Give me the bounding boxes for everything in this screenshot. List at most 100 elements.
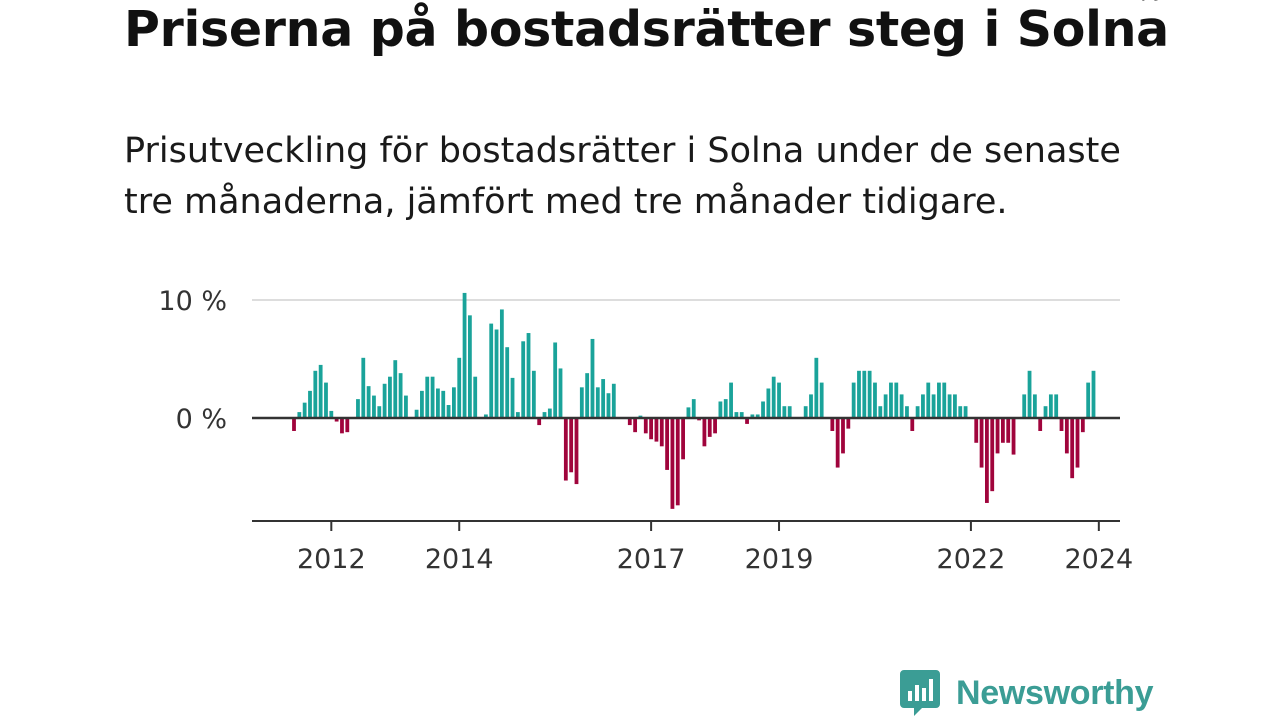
bar	[670, 418, 675, 509]
x-tick-label: 2024	[1064, 544, 1133, 575]
last-value-annotation: 4 %	[1111, 0, 1162, 7]
bar	[734, 412, 739, 418]
bar	[729, 382, 733, 418]
bar	[558, 368, 563, 418]
bar	[324, 382, 328, 418]
bar	[681, 418, 685, 460]
bar	[750, 414, 755, 418]
bar	[308, 390, 312, 418]
bar	[563, 418, 568, 481]
bar	[1075, 418, 1080, 468]
bar	[643, 418, 648, 434]
bar	[851, 382, 856, 418]
bar	[1006, 418, 1011, 443]
bar	[1054, 394, 1059, 418]
bar	[1043, 406, 1048, 418]
bar	[436, 388, 440, 418]
bar	[361, 357, 366, 418]
bar	[393, 360, 398, 418]
bar	[372, 395, 376, 418]
x-tick-label: 2017	[617, 544, 686, 575]
bar	[1000, 418, 1005, 443]
bar	[595, 387, 600, 418]
bar	[766, 388, 771, 418]
bar	[627, 418, 632, 426]
bar	[835, 418, 840, 468]
bar	[713, 418, 717, 434]
bar	[398, 373, 403, 418]
bar	[334, 418, 339, 422]
bar	[1048, 394, 1053, 418]
bar	[404, 395, 408, 418]
bar	[1059, 418, 1064, 431]
bar	[569, 418, 574, 473]
bar	[974, 418, 979, 443]
bar	[601, 379, 606, 418]
bar	[633, 418, 638, 433]
bar	[990, 418, 995, 492]
bar	[590, 338, 595, 418]
bar	[425, 376, 430, 418]
bar	[809, 394, 813, 418]
x-tick-label: 2022	[937, 544, 1006, 575]
bar	[910, 418, 915, 431]
bar	[467, 315, 472, 418]
bar	[953, 394, 957, 418]
chart-title: Priserna på bostadsrätter steg i Solna	[124, 1, 1169, 58]
bar	[318, 364, 323, 418]
bar	[985, 418, 989, 503]
bar	[702, 418, 707, 447]
bar	[979, 418, 984, 468]
bar	[297, 412, 302, 418]
bar	[739, 412, 744, 418]
bar	[414, 409, 419, 418]
bar	[745, 418, 749, 424]
x-tick-label: 2012	[297, 544, 366, 575]
bar	[1027, 370, 1032, 418]
bar	[340, 418, 344, 434]
bar	[441, 390, 446, 418]
bar	[947, 394, 952, 418]
bar	[915, 406, 920, 418]
bar-chart: 10 % 0 % 2012 2014 2017 2019 2022 2024 4 %	[158, 0, 1162, 575]
bar	[489, 323, 494, 418]
bar	[995, 418, 1000, 454]
bar	[1064, 418, 1069, 454]
bar	[1038, 418, 1043, 431]
bar	[292, 418, 296, 431]
bar	[537, 418, 542, 426]
bar	[691, 399, 696, 418]
bar	[382, 383, 387, 418]
bar	[473, 376, 478, 418]
bar	[846, 418, 851, 429]
bar	[547, 408, 552, 418]
bar	[707, 418, 712, 437]
bar	[510, 377, 515, 418]
bar	[526, 333, 531, 418]
bar	[1070, 418, 1075, 479]
bar	[1086, 382, 1091, 418]
y-tick-label: 0 %	[176, 404, 227, 435]
bar	[494, 329, 499, 418]
bar	[659, 418, 664, 447]
bar	[921, 394, 925, 418]
bar	[782, 406, 787, 418]
bar	[483, 414, 488, 418]
bar	[803, 406, 808, 418]
bar	[761, 401, 765, 418]
newsworthy-logo: Newsworthy	[900, 670, 1154, 716]
bar	[430, 376, 435, 418]
bar	[718, 401, 723, 418]
bar	[857, 370, 861, 418]
bar	[345, 418, 350, 433]
bar	[313, 370, 318, 418]
bar	[665, 418, 669, 470]
bar	[302, 402, 307, 418]
x-tick-label: 2019	[745, 544, 814, 575]
bar	[963, 406, 968, 418]
bar	[771, 376, 776, 418]
bar	[1032, 394, 1037, 418]
bar	[505, 347, 510, 418]
chart-subtitle: Prisutveckling för bostadsrätter i Solna…	[124, 131, 1121, 222]
bar	[883, 394, 888, 418]
